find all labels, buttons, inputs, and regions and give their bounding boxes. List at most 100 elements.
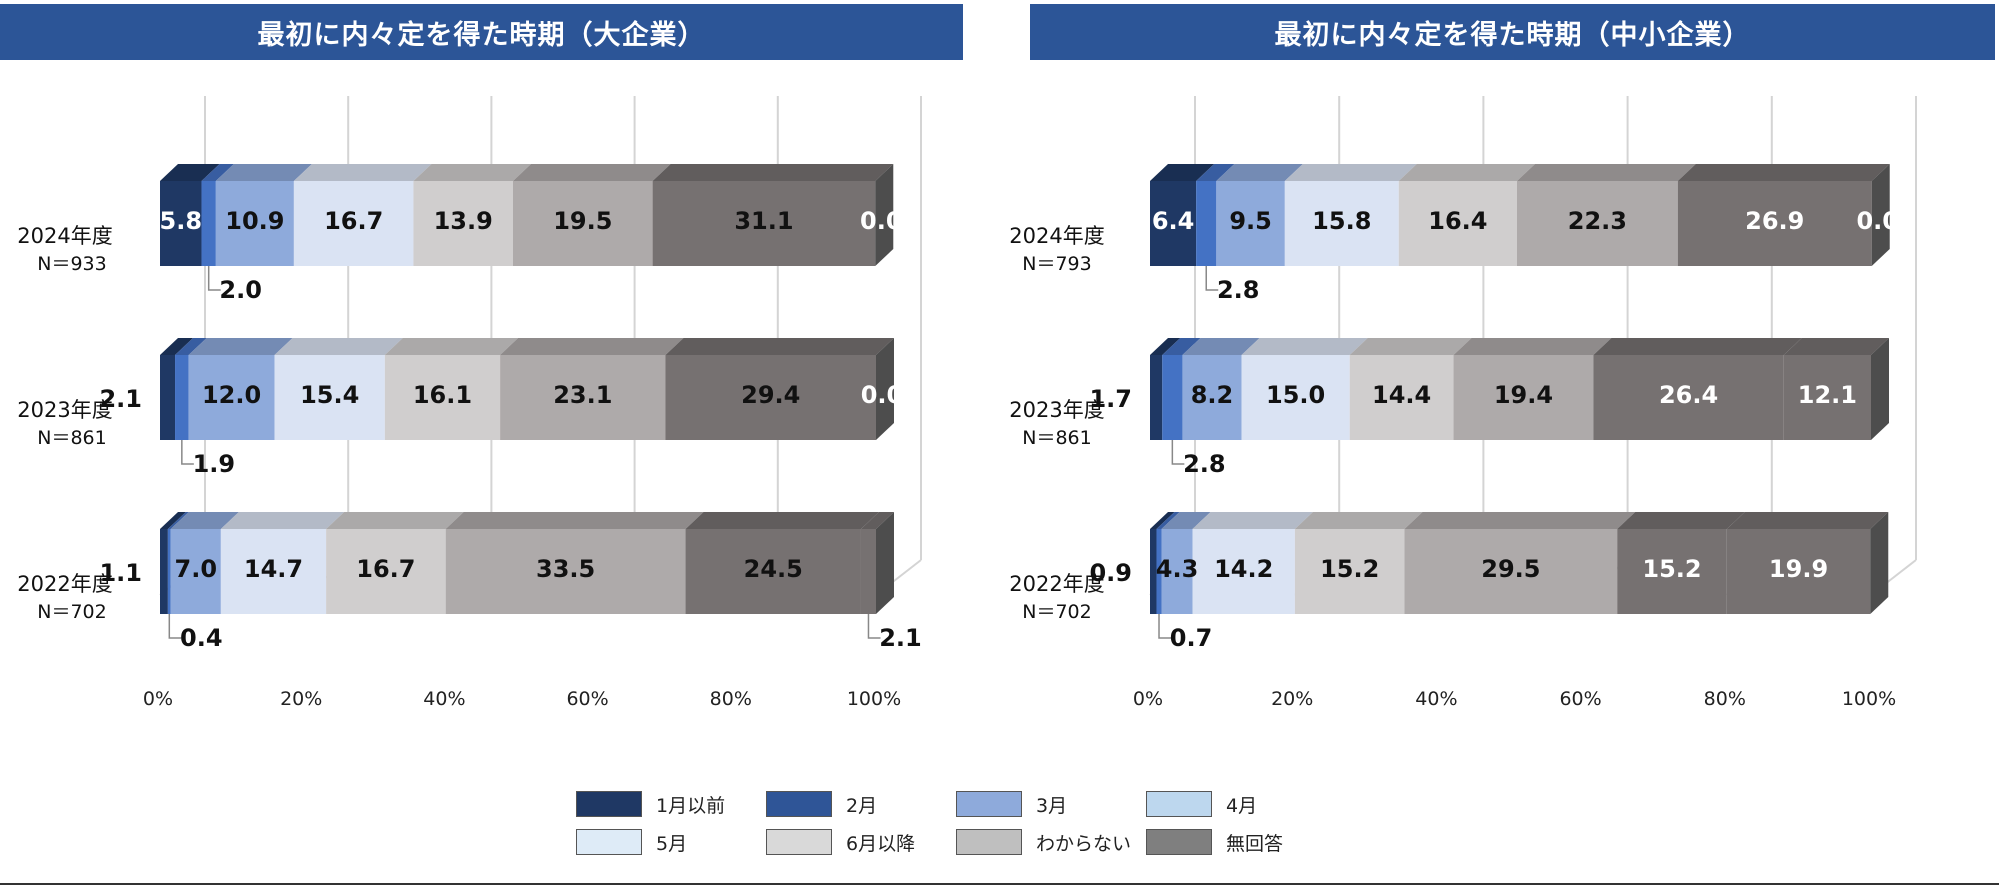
category-label: 2023年度 xyxy=(1009,398,1104,422)
bar-segment xyxy=(201,181,216,266)
bar-segment xyxy=(1726,529,1871,614)
bar-segment xyxy=(274,355,385,440)
bar-segment xyxy=(1593,355,1784,440)
x-tick-label: 100% xyxy=(1842,688,1896,710)
bar-segment xyxy=(1192,529,1295,614)
bar-segment xyxy=(293,181,414,266)
data-label: 0.7 xyxy=(1170,624,1213,652)
data-label: 9.5 xyxy=(1229,207,1272,235)
bar-end-face xyxy=(1870,512,1889,614)
legend-swatch xyxy=(956,829,1022,855)
bar-segment-top xyxy=(1161,512,1211,529)
bar-end-face xyxy=(876,512,894,614)
data-label: 12.0 xyxy=(202,381,261,409)
data-label: 29.4 xyxy=(741,381,800,409)
x-tick-label: 0% xyxy=(1133,688,1163,710)
data-label: 16.7 xyxy=(356,555,415,583)
bar-segment-top xyxy=(1783,338,1889,355)
data-label: 22.3 xyxy=(1568,207,1627,235)
legend-item: 無回答 xyxy=(1146,828,1336,856)
data-label: 2.1 xyxy=(879,624,922,652)
x-tick-label: 80% xyxy=(1704,688,1746,710)
bar-segment xyxy=(1284,181,1399,266)
category-label: 2024年度 xyxy=(1009,224,1104,248)
sample-size-label: N＝793 xyxy=(1022,253,1091,275)
bar-segment xyxy=(860,529,876,614)
data-label: 23.1 xyxy=(553,381,612,409)
bar-segment xyxy=(1150,181,1197,266)
data-label: 15.4 xyxy=(300,381,359,409)
bar-segment-top xyxy=(1294,512,1423,529)
data-label: 16.1 xyxy=(413,381,472,409)
x-tick-label: 40% xyxy=(1415,688,1457,710)
legend-item: 1月以前 xyxy=(576,790,766,818)
bar-segment-top xyxy=(665,338,894,355)
bar-segment xyxy=(175,355,189,440)
bar-segment-top xyxy=(1726,512,1889,529)
bar-segment-top xyxy=(188,338,293,355)
bar-segment-top xyxy=(1162,338,1201,355)
x-tick-label: 20% xyxy=(1271,688,1313,710)
bar-segment xyxy=(160,355,176,440)
bar-end-face xyxy=(1871,164,1890,266)
data-label: 12.1 xyxy=(1798,381,1857,409)
bottom-divider xyxy=(0,883,1999,885)
legend-label: わからない xyxy=(1036,832,1132,855)
data-label: 0.0 xyxy=(860,207,903,235)
data-label: 7.0 xyxy=(175,555,218,583)
bar-segment xyxy=(445,529,686,614)
legend-label: 1月以前 xyxy=(656,794,726,817)
legend-swatch xyxy=(956,791,1022,817)
bar-segment-top xyxy=(685,512,879,529)
bar-segment xyxy=(160,181,202,266)
bar-segment xyxy=(1404,529,1618,614)
bar-segment-top xyxy=(167,512,189,529)
legend-item: 3月 xyxy=(956,790,1146,818)
bar-segment-top xyxy=(1150,338,1181,355)
sample-size-label: N＝933 xyxy=(37,253,106,275)
legend-item: わからない xyxy=(956,828,1146,856)
bar-segment xyxy=(160,529,168,614)
x-tick-label: 60% xyxy=(1559,688,1601,710)
bar-segment-top xyxy=(1617,512,1745,529)
data-label: 0.0 xyxy=(861,381,904,409)
bar-segment xyxy=(413,181,513,266)
bar-segment-top xyxy=(160,338,194,355)
data-label: 1.7 xyxy=(1089,385,1132,413)
legend-swatch xyxy=(1146,829,1212,855)
category-label: 2024年度 xyxy=(17,224,112,248)
bar-segment xyxy=(326,529,446,614)
chart-title-large-companies: 最初に内々定を得た時期（大企業） xyxy=(0,4,963,60)
bar-segment-top xyxy=(160,512,186,529)
legend-swatch xyxy=(766,791,832,817)
legend-item: 5月 xyxy=(576,828,766,856)
bar-segment xyxy=(1162,355,1183,440)
bar-segment xyxy=(1150,529,1157,614)
stacked-bar-chart-sme: 0% 20% 40% 60% 80% 100% 2024年度 N＝793 6.4 2.8 9.5 15… xyxy=(1009,96,1917,710)
bar-segment-top xyxy=(512,164,671,181)
data-label: 0.4 xyxy=(180,624,223,652)
bar-segment xyxy=(1150,355,1163,440)
bar-end-face xyxy=(875,164,894,266)
data-label: 0.9 xyxy=(1089,559,1132,587)
label-leader-line xyxy=(207,266,221,291)
bar-segment-top xyxy=(1453,338,1612,355)
data-label: 24.5 xyxy=(744,555,803,583)
chart-title-sme: 最初に内々定を得た時期（中小企業） xyxy=(1030,4,1995,60)
bar-segment-top xyxy=(1241,338,1368,355)
bar-end-face xyxy=(1871,338,1889,440)
bar-segment xyxy=(1398,181,1517,266)
data-label: 15.0 xyxy=(1266,381,1325,409)
legend-label: 4月 xyxy=(1226,794,1258,817)
bar-segment-top xyxy=(384,338,519,355)
data-label: 29.5 xyxy=(1481,555,1540,583)
bar-end-face xyxy=(876,338,894,440)
data-label: 14.7 xyxy=(244,555,303,583)
data-label: 6.4 xyxy=(1152,207,1195,235)
bar-segment xyxy=(500,355,666,440)
data-label: 16.7 xyxy=(324,207,383,235)
bar-segment xyxy=(1161,529,1193,614)
data-label: 26.4 xyxy=(1659,381,1718,409)
bar-segment-top xyxy=(215,164,312,181)
sample-size-label: N＝702 xyxy=(37,601,106,623)
